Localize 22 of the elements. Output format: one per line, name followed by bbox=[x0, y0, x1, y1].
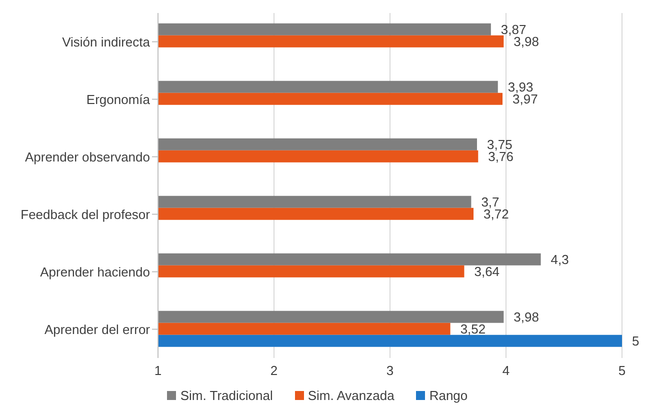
legend-label: Sim. Tradicional bbox=[179, 388, 273, 403]
data-label: 3,98 bbox=[514, 309, 539, 324]
data-label: 3,75 bbox=[487, 136, 512, 152]
y-tick-label: Ergonomía bbox=[86, 92, 151, 107]
data-label: 5 bbox=[632, 333, 640, 348]
y-tick-label: Visión indirecta bbox=[62, 34, 151, 50]
data-label: 3,52 bbox=[460, 321, 486, 336]
legend-label: Rango bbox=[428, 388, 468, 403]
data-label: 4,3 bbox=[550, 252, 569, 267]
y-tick-label: Aprender del error bbox=[44, 322, 151, 337]
x-tick-label: 1 bbox=[154, 363, 162, 378]
y-tick-label: Feedback del profesor bbox=[20, 206, 151, 222]
legend-label: Sim. Avanzada bbox=[306, 388, 394, 403]
x-tick-label: 4 bbox=[502, 363, 510, 378]
x-tick-label: 3 bbox=[386, 363, 394, 378]
x-tick-label: 5 bbox=[618, 363, 626, 378]
y-tick-label: Aprender haciendo bbox=[40, 264, 150, 280]
x-tick-label: 2 bbox=[270, 363, 278, 378]
data-label: 3,7 bbox=[481, 194, 500, 210]
y-tick-label: Aprender observando bbox=[24, 149, 150, 164]
data-label: 3,93 bbox=[508, 79, 534, 94]
data-label: 3,64 bbox=[474, 264, 500, 279]
